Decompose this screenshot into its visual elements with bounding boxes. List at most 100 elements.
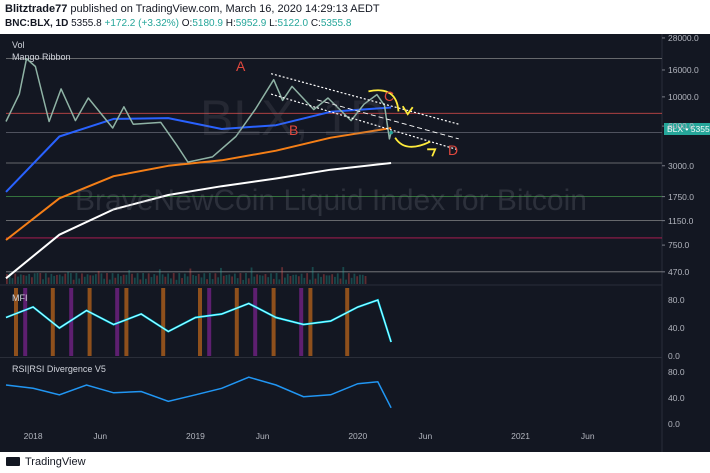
volume-bar bbox=[356, 276, 359, 284]
volume-bar bbox=[270, 273, 272, 284]
channel-mid-line bbox=[316, 99, 459, 140]
mfi-zone-bar bbox=[198, 288, 202, 356]
open-label: O: bbox=[181, 18, 193, 29]
volume-bar bbox=[67, 271, 69, 284]
volume-bar bbox=[61, 276, 64, 284]
rsi-pane-title[interactable]: RSI|RSI Divergence V5 bbox=[12, 364, 106, 374]
volume-bar bbox=[292, 274, 295, 284]
volume-bar bbox=[195, 275, 197, 284]
mfi-zone-bar bbox=[124, 288, 129, 356]
footer: TradingView bbox=[0, 452, 710, 473]
volume-bar bbox=[131, 273, 133, 284]
author-name[interactable]: Blitztrade77 bbox=[5, 3, 68, 15]
volume-bar bbox=[150, 277, 153, 284]
volume-bar bbox=[322, 274, 325, 284]
volume-bar bbox=[325, 275, 328, 284]
volume-bar bbox=[189, 268, 192, 284]
high-value: 5952.9 bbox=[235, 18, 267, 29]
volume-bar bbox=[281, 267, 284, 284]
volume-bar bbox=[295, 274, 297, 284]
volume-bar bbox=[156, 275, 158, 284]
y-tick-label: 1750.0 bbox=[668, 191, 694, 202]
volume-bar bbox=[83, 276, 86, 284]
volume-bar bbox=[161, 274, 164, 284]
mfi-tick-label: 80.0 bbox=[668, 295, 685, 305]
y-tick-label: 28000.0 bbox=[668, 34, 699, 43]
volume-bar bbox=[228, 274, 231, 284]
arrow-curve-upper bbox=[368, 89, 400, 112]
rsi-line bbox=[5, 376, 392, 409]
volume-bar bbox=[256, 274, 258, 284]
volume-bar bbox=[11, 278, 14, 284]
vol-indicator-label[interactable]: Vol bbox=[12, 40, 25, 50]
volume-bar bbox=[125, 274, 128, 284]
volume-bar bbox=[236, 278, 239, 284]
mfi-tick-label: 40.0 bbox=[668, 323, 685, 333]
publish-line: Blitztrade77 published on TradingView.co… bbox=[5, 3, 380, 15]
mfi-zone-bar bbox=[253, 288, 258, 356]
volume-bar bbox=[167, 273, 170, 284]
last-price: 5355.8 bbox=[71, 18, 102, 29]
volume-bar bbox=[336, 273, 339, 284]
volume-bar bbox=[181, 278, 183, 284]
volume-bar bbox=[114, 277, 117, 284]
arrow-head-upper bbox=[401, 105, 414, 116]
tradingview-logo[interactable]: TradingView bbox=[6, 456, 86, 468]
high-label: H: bbox=[225, 18, 236, 29]
volume-bar bbox=[359, 274, 361, 284]
rsi-tick-label: 80.0 bbox=[668, 367, 685, 377]
volume-bar bbox=[145, 278, 147, 284]
mfi-zone-bar bbox=[207, 288, 212, 356]
volume-bar bbox=[86, 274, 89, 284]
ribbon-blue-line bbox=[5, 106, 392, 193]
ribbon-orange-line bbox=[5, 127, 392, 241]
y-tick-label: 1150.0 bbox=[668, 215, 694, 226]
volume-bar bbox=[139, 279, 142, 284]
volume-bar bbox=[17, 276, 19, 284]
y-tick-label: 470.0 bbox=[668, 266, 690, 277]
watermark-symbol: BLX, 1D bbox=[200, 90, 387, 146]
x-tick-label: 2018 bbox=[23, 431, 43, 441]
volume-bar bbox=[136, 273, 139, 284]
volume-bar bbox=[42, 279, 44, 284]
volume-bar bbox=[147, 273, 150, 284]
volume-bar bbox=[267, 277, 270, 284]
mfi-zone-bar bbox=[115, 288, 120, 356]
mfi-pane-title[interactable]: MFI bbox=[12, 293, 28, 303]
mfi-signal-line bbox=[5, 299, 392, 343]
volume-bar bbox=[364, 275, 367, 284]
watermark-name: BraveNewCoin Liquid Index for Bitcoin bbox=[75, 184, 587, 217]
volume-bar bbox=[225, 275, 228, 284]
annotation-b: B bbox=[289, 122, 299, 138]
tradingview-brand: TradingView bbox=[25, 456, 86, 468]
low-label: L: bbox=[269, 18, 278, 29]
volume-bar bbox=[78, 278, 81, 284]
chart-canvas[interactable] bbox=[0, 34, 710, 454]
volume-bar bbox=[31, 277, 33, 284]
mfi-zone-bar bbox=[87, 288, 92, 356]
mfi-zone-bar bbox=[234, 288, 239, 356]
volume-bar bbox=[258, 275, 261, 284]
volume-bar bbox=[81, 273, 83, 284]
price-change: +172.2 (+3.32%) bbox=[104, 18, 180, 29]
channel-bottom-line bbox=[270, 93, 459, 151]
mfi-zone-bar bbox=[299, 288, 304, 356]
volume-bar bbox=[253, 276, 256, 284]
open-value: 5180.9 bbox=[192, 18, 223, 29]
volume-bar bbox=[58, 274, 61, 284]
volume-bar bbox=[300, 273, 303, 284]
chart-area[interactable]: BLX, 1D BraveNewCoin Liquid Index for Bi… bbox=[0, 34, 710, 454]
volume-bar bbox=[175, 279, 178, 284]
last-price-marker bbox=[389, 130, 393, 135]
volume-bar bbox=[28, 273, 31, 284]
ribbon-indicator-label[interactable]: Mango Ribbon bbox=[12, 52, 71, 62]
volume-bar bbox=[56, 274, 58, 284]
volume-bar bbox=[353, 273, 356, 284]
volume-bar bbox=[183, 273, 186, 284]
ohlc-line: BNC:BLX, 1D 5355.8 +172.2 (+3.32%) O:518… bbox=[5, 18, 351, 29]
volume-bar bbox=[217, 277, 220, 284]
channel-top-line bbox=[270, 73, 459, 125]
volume-bar bbox=[22, 275, 25, 284]
volume-bar bbox=[339, 278, 342, 284]
volume-bar bbox=[153, 274, 156, 284]
